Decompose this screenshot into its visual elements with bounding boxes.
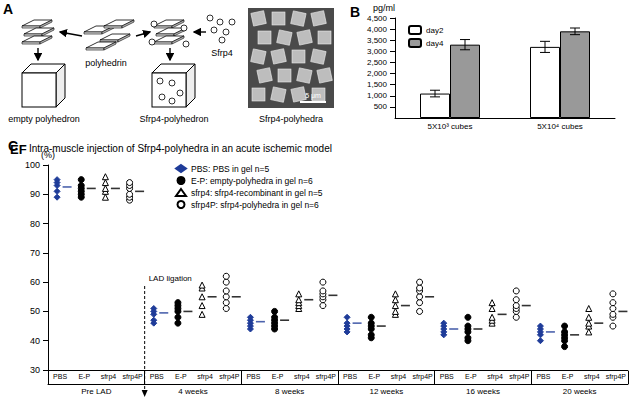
svg-text:PBS: PBS bbox=[536, 373, 550, 380]
svg-text:PBS: PBS bbox=[246, 373, 260, 380]
svg-text:sfrp4: sfrp4-recombinant in ge: sfrp4: sfrp4-recombinant in gel n=5 bbox=[191, 188, 323, 198]
svg-text:5 μm: 5 μm bbox=[305, 92, 321, 100]
svg-text:sfrp4: sfrp4 bbox=[584, 373, 600, 381]
svg-text:16 weeks: 16 weeks bbox=[466, 387, 500, 396]
svg-text:PBS: PBS bbox=[440, 373, 454, 380]
svg-text:PBS: PBS bbox=[53, 373, 67, 380]
svg-text:sfrp4: sfrp4 bbox=[391, 373, 407, 381]
svg-text:E-P: empty-polyhedra in gel n=: E-P: empty-polyhedra in gel n=6 bbox=[191, 176, 313, 186]
svg-text:E-P: E-P bbox=[78, 373, 90, 380]
svg-text:1,500: 1,500 bbox=[367, 80, 388, 89]
svg-text:Sfrp4-polyhedron: Sfrp4-polyhedron bbox=[139, 114, 208, 124]
svg-text:pg/ml: pg/ml bbox=[373, 3, 395, 13]
svg-text:40: 40 bbox=[30, 336, 40, 346]
svg-text:empty polyhedron: empty polyhedron bbox=[8, 114, 80, 124]
svg-text:4,500: 4,500 bbox=[367, 14, 388, 23]
svg-text:Sfrp4-polyhedra: Sfrp4-polyhedra bbox=[259, 114, 323, 124]
svg-text:sfrp4P: sfrp4P bbox=[509, 373, 530, 381]
svg-text:70: 70 bbox=[30, 248, 40, 258]
svg-text:E-P: E-P bbox=[465, 373, 477, 380]
svg-text:sfrp4P: sfrp4P bbox=[316, 373, 337, 381]
svg-text:5X10³ cubes: 5X10³ cubes bbox=[428, 122, 473, 131]
svg-text:E-P: E-P bbox=[272, 373, 284, 380]
svg-text:sfrp4P: sfrp4P bbox=[122, 373, 143, 381]
svg-text:sfrp4P: sfrp4P bbox=[606, 373, 627, 381]
svg-text:8 weeks: 8 weeks bbox=[275, 387, 304, 396]
svg-text:2,500: 2,500 bbox=[367, 58, 388, 67]
svg-text:sfrp4P: sfrp4P bbox=[412, 373, 433, 381]
svg-text:PBS: PBS bbox=[343, 373, 357, 380]
svg-text:polyhedrin: polyhedrin bbox=[85, 58, 127, 68]
svg-text:C: C bbox=[8, 138, 18, 154]
svg-text:5X10⁴ cubes: 5X10⁴ cubes bbox=[537, 122, 583, 131]
svg-text:60: 60 bbox=[30, 277, 40, 287]
svg-text:3,500: 3,500 bbox=[367, 36, 388, 45]
svg-text:4,000: 4,000 bbox=[367, 25, 388, 34]
svg-text:500: 500 bbox=[374, 102, 388, 111]
svg-text:Intra-muscle injection of Sfrp: Intra-muscle injection of Sfrp4-polyhedr… bbox=[29, 143, 332, 154]
svg-text:4 weeks: 4 weeks bbox=[178, 387, 207, 396]
svg-text:sfrp4: sfrp4 bbox=[197, 373, 213, 381]
svg-text:day4: day4 bbox=[426, 39, 444, 48]
svg-text:80: 80 bbox=[30, 219, 40, 229]
svg-text:2,000: 2,000 bbox=[367, 69, 388, 78]
svg-text:30: 30 bbox=[30, 365, 40, 375]
svg-text:PBS: PBS in gel n=5: PBS: PBS in gel n=5 bbox=[191, 164, 269, 174]
svg-text:B: B bbox=[350, 4, 360, 20]
svg-text:sfrp4P: sfrp4-polyhedra in gel: sfrp4P: sfrp4-polyhedra in gel n=6 bbox=[191, 200, 319, 210]
svg-text:3,000: 3,000 bbox=[367, 47, 388, 56]
svg-text:PBS: PBS bbox=[150, 373, 164, 380]
svg-text:LAD ligation: LAD ligation bbox=[149, 274, 192, 283]
svg-text:sfrp4: sfrp4 bbox=[487, 373, 503, 381]
svg-text:90: 90 bbox=[30, 189, 40, 199]
svg-text:EF: EF bbox=[10, 142, 27, 157]
svg-text:E-P: E-P bbox=[175, 373, 187, 380]
svg-text:day2: day2 bbox=[426, 26, 444, 35]
svg-text:50: 50 bbox=[30, 306, 40, 316]
svg-text:12 weeks: 12 weeks bbox=[369, 387, 403, 396]
svg-text:sfrp4: sfrp4 bbox=[294, 373, 310, 381]
svg-text:sfrp4: sfrp4 bbox=[101, 373, 117, 381]
svg-text:Pre LAD: Pre LAD bbox=[81, 387, 111, 396]
svg-text:sfrp4P: sfrp4P bbox=[219, 373, 240, 381]
svg-text:1,000: 1,000 bbox=[367, 91, 388, 100]
svg-text:E-P: E-P bbox=[368, 373, 380, 380]
svg-text:Sfrp4: Sfrp4 bbox=[211, 48, 233, 58]
svg-text:20 weeks: 20 weeks bbox=[563, 387, 597, 396]
svg-text:A: A bbox=[3, 1, 13, 17]
svg-text:E-P: E-P bbox=[562, 373, 574, 380]
svg-text:100: 100 bbox=[25, 160, 40, 170]
